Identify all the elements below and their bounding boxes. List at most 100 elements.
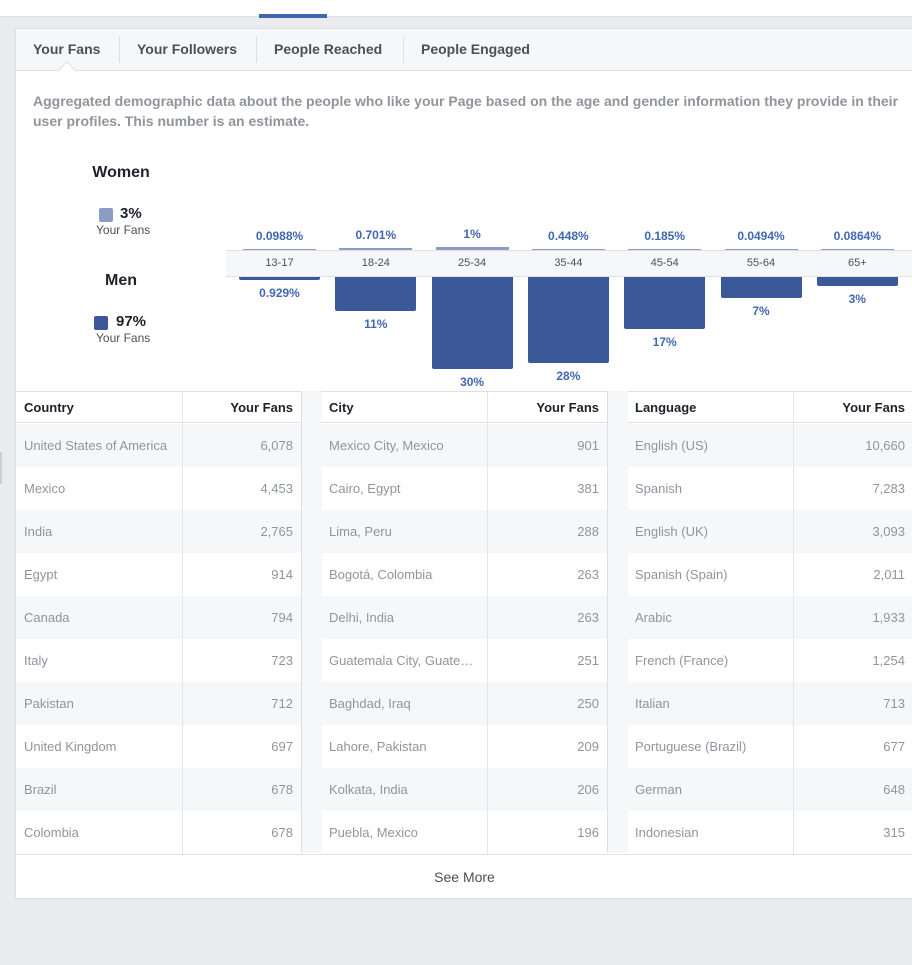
column-header[interactable]: Language [635,400,697,415]
table-row: Arabic 1,933 [627,596,912,639]
women-bar[interactable] [435,247,509,250]
table-row: English (US) 10,660 [627,424,912,467]
row-label: Italian [635,696,670,711]
row-label: Delhi, India [329,610,395,625]
column-header[interactable]: Country [24,400,74,415]
row-value: 677 [883,739,905,754]
column-header[interactable]: Your Fans [230,400,293,415]
age-tick-label: 35-44 [554,257,583,269]
audience-tabs: Your Fans Your Followers People Reached … [16,29,912,81]
row-value: 263 [577,567,599,582]
table-header: Country Your Fans [16,392,301,423]
row-label: United States of America [24,438,168,453]
table-row: Mexico 4,453 [16,467,301,510]
women-bar[interactable] [243,249,316,250]
table-row: Egypt 914 [16,553,301,596]
row-value: 1,254 [872,653,905,668]
women-bar[interactable] [531,249,605,250]
men-bar[interactable] [720,277,802,298]
men-swatch [94,316,108,330]
table-row: German 648 [627,768,912,811]
men-bar[interactable] [624,277,706,329]
women-bar[interactable] [628,249,702,250]
tab-divider [403,37,404,63]
row-value: 3,093 [872,524,905,539]
women-bar[interactable] [724,249,798,250]
women-data-label: 1% [463,227,481,241]
demographics-card: Your Fans Your Followers People Reached … [15,28,912,899]
table-row: Bogotá, Colombia 263 [321,553,607,596]
row-label: Cairo, Egypt [329,481,401,496]
table-row: Puebla, Mexico 196 [321,811,607,854]
row-value: 288 [577,524,599,539]
description: Aggregated demographic data about the pe… [33,93,899,129]
table-row: Kolkata, India 206 [321,768,607,811]
tab-people-reached[interactable]: People Reached [274,41,383,57]
row-value: 678 [271,782,293,797]
women-heading: Women [92,164,150,181]
active-nav-indicator [259,14,327,18]
table-row: United States of America 6,078 [16,424,301,467]
age-gender-chart: 13-17 0.0988% 0.929% 18-24 0.701% 11% 25-34 1% 3… [226,224,912,394]
see-more-button[interactable]: See More [16,854,912,899]
column-divider [793,392,794,854]
table-row: Cairo, Egypt 381 [321,467,607,510]
row-label: Portuguese (Brazil) [635,739,747,754]
table-row: Mexico City, Mexico 901 [321,424,607,467]
scroll-edge [0,452,2,484]
table-row: Baghdad, Iraq 250 [321,682,607,725]
women-data-label: 0.448% [548,229,589,243]
row-label: India [24,524,53,539]
row-value: 794 [271,610,293,625]
language-table: Language Your Fans English (US) 10,660 Spani… [627,391,912,854]
column-header[interactable]: Your Fans [536,400,599,415]
table-row: Colombia 678 [16,811,301,854]
row-value: 250 [577,696,599,711]
city-table: City Your Fans Mexico City, Mexico 901 Cairo… [321,391,608,854]
men-bar[interactable] [335,277,417,311]
age-tick-label: 13-17 [265,257,294,269]
age-axis [226,250,912,277]
row-value: 381 [577,481,599,496]
women-data-label: 0.701% [355,228,397,242]
women-bar[interactable] [339,248,413,250]
tab-your-fans[interactable]: Your Fans [33,41,101,57]
table-row: Guatemala City, Guatem… 251 [321,639,607,682]
table-row: United Kingdom 697 [16,725,301,768]
table-header: Language Your Fans [627,392,912,423]
row-label: Colombia [24,825,79,840]
men-data-label: 17% [652,335,677,349]
row-label: Baghdad, Iraq [329,696,411,711]
row-label: Guatemala City, Guatem… [329,653,481,668]
row-value: 7,283 [872,481,905,496]
table-row: Canada 794 [16,596,301,639]
table-gap [608,391,628,853]
age-tick-label: 18-24 [361,257,390,269]
column-divider [182,392,183,854]
men-bar[interactable] [431,277,513,369]
row-value: 914 [271,567,293,582]
row-value: 263 [577,610,599,625]
row-value: 697 [271,739,293,754]
column-header[interactable]: City [329,400,354,415]
age-tick-label: 45-54 [650,257,679,269]
row-label: Egypt [24,567,58,582]
women-bar[interactable] [820,249,894,250]
men-bar[interactable] [239,277,320,280]
row-label: Spanish (Spain) [635,567,728,582]
men-bar[interactable] [816,277,898,286]
table-row: Italy 723 [16,639,301,682]
table-row: Indonesian 315 [627,811,912,854]
tab-your-followers[interactable]: Your Followers [137,41,238,57]
women-data-label: 0.0494% [737,229,785,243]
men-bar[interactable] [527,277,609,363]
tab-people-engaged[interactable]: People Engaged [421,41,530,57]
country-table: Country Your Fans United States of America… [16,391,302,854]
row-value: 723 [271,653,293,668]
column-header[interactable]: Your Fans [842,400,905,415]
row-value: 678 [271,825,293,840]
row-label: Italy [24,653,48,668]
row-label: Spanish [635,481,682,496]
table-row: Spanish 7,283 [627,467,912,510]
row-label: Kolkata, India [329,782,408,797]
